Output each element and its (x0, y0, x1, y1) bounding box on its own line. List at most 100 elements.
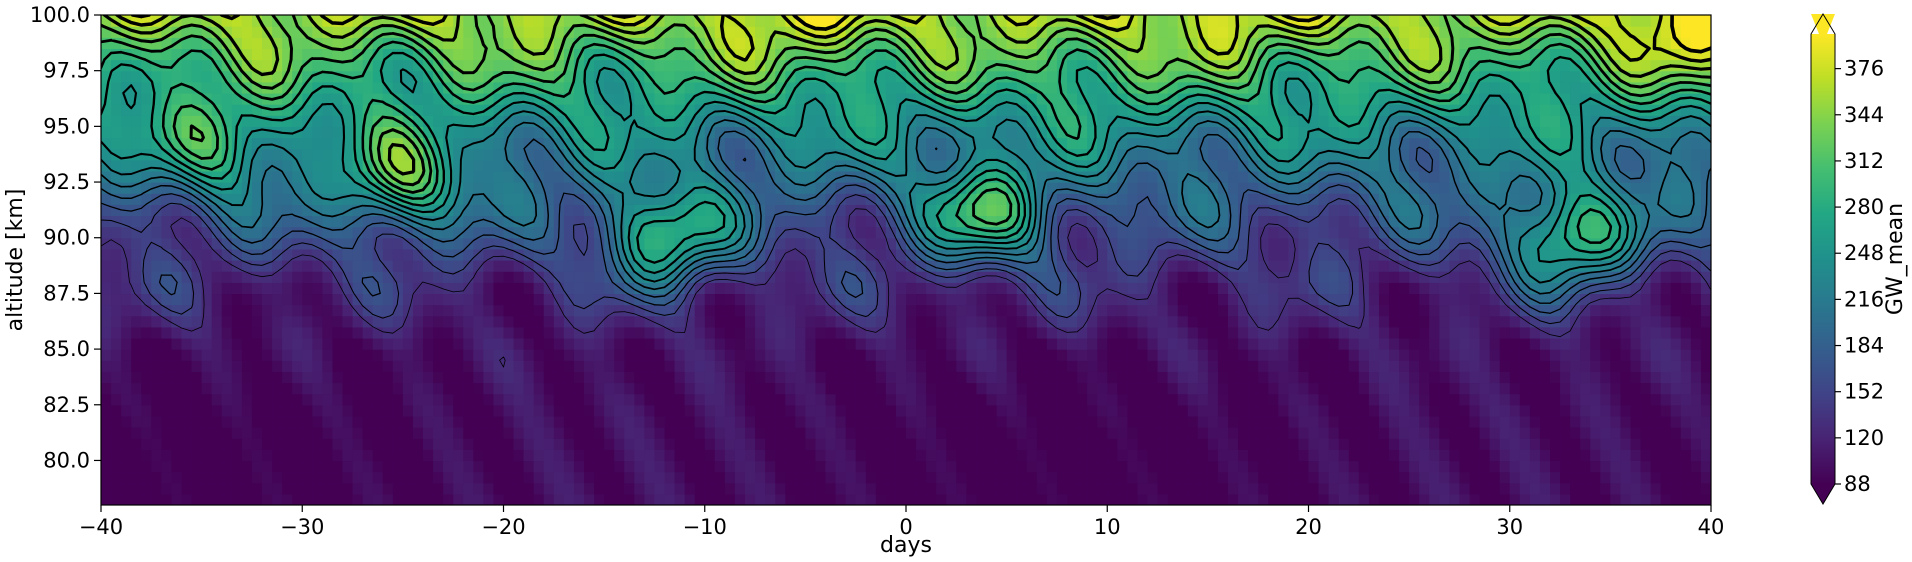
field-cell (1087, 226, 1098, 239)
field-cell (342, 193, 354, 205)
field-cell (815, 271, 827, 283)
field-cell (523, 493, 535, 505)
field-cell (1610, 493, 1622, 505)
field-cell (1519, 393, 1531, 406)
field-cell (423, 282, 434, 295)
field-cell (372, 226, 384, 239)
field-cell (241, 471, 253, 484)
field-cell (1167, 182, 1179, 194)
field-cell (483, 393, 495, 406)
field-cell (875, 159, 887, 172)
field-cell (1238, 326, 1249, 339)
field-cell (1368, 271, 1380, 283)
field-cell (664, 404, 676, 417)
field-cell (1409, 315, 1420, 328)
field-cell (966, 282, 978, 295)
field-cell (614, 204, 625, 217)
field-cell (966, 415, 978, 428)
field-cell (272, 148, 283, 161)
field-cell (1207, 438, 1219, 450)
field-cell (1640, 360, 1652, 372)
field-cell (1258, 360, 1269, 372)
field-cell (1378, 260, 1390, 272)
field-cell (815, 427, 827, 439)
field-cell (573, 260, 585, 272)
field-cell (543, 237, 555, 250)
field-cell (785, 271, 796, 283)
field-cell (1107, 215, 1118, 228)
field-cell (1067, 215, 1078, 228)
field-cell (563, 393, 575, 406)
field-cell (1348, 404, 1360, 417)
field-cell (1429, 493, 1440, 505)
field-cell (1358, 404, 1370, 417)
field-cell (835, 349, 847, 361)
field-cell (1328, 304, 1340, 317)
field-cell (1550, 493, 1561, 505)
field-cell (1660, 315, 1672, 328)
field-cell (906, 371, 917, 384)
field-cell (493, 460, 505, 473)
field-cell (1630, 271, 1642, 283)
field-cell (543, 493, 555, 505)
field-cell (795, 215, 806, 228)
field-cell (1419, 393, 1430, 406)
field-cell (362, 260, 374, 272)
field-cell (584, 493, 595, 505)
field-cell (191, 248, 203, 261)
field-cell (1580, 215, 1591, 228)
field-cell (1399, 271, 1410, 283)
field-cell (835, 415, 847, 428)
field-cell (1550, 427, 1561, 439)
field-cell (1268, 237, 1279, 250)
field-cell (1570, 460, 1581, 473)
field-cell (654, 170, 666, 183)
field-cell (1056, 193, 1068, 205)
field-cell (956, 349, 967, 361)
field-cell (1318, 315, 1330, 328)
field-cell (1429, 349, 1440, 361)
field-cell (745, 182, 756, 194)
field-cell (251, 493, 263, 505)
field-cell (785, 182, 796, 194)
field-cell (1238, 493, 1249, 505)
field-cell (765, 382, 776, 395)
field-cell (1077, 226, 1088, 239)
field-cell (1197, 170, 1209, 183)
field-cell (463, 460, 474, 473)
field-cell (936, 326, 947, 339)
field-cell (1389, 427, 1400, 439)
field-cell (1006, 404, 1018, 417)
field-cell (1489, 304, 1501, 317)
field-cell (986, 460, 998, 473)
field-cell (1539, 371, 1551, 384)
field-cell (956, 226, 967, 239)
field-cell (1469, 204, 1481, 217)
field-cell (1087, 315, 1098, 328)
field-cell (845, 248, 857, 261)
field-cell (865, 382, 877, 395)
field-cell (1640, 404, 1652, 417)
field-cell (855, 438, 867, 450)
field-cell (1217, 215, 1229, 228)
field-cell (111, 226, 122, 239)
field-cell (1449, 471, 1461, 484)
field-cell (1318, 382, 1330, 395)
field-cell (1298, 415, 1310, 428)
field-cell (1650, 170, 1662, 183)
field-cell (1137, 460, 1149, 473)
field-cell (352, 449, 364, 462)
field-cell (1660, 493, 1672, 505)
field-cell (1368, 293, 1380, 306)
field-cell (573, 460, 585, 473)
field-cell (855, 482, 867, 495)
field-cell (654, 493, 666, 505)
field-cell (1167, 260, 1179, 272)
field-cell (1660, 237, 1672, 250)
field-cell (1469, 438, 1481, 450)
field-cell (835, 248, 847, 261)
field-cell (211, 148, 223, 161)
field-cell (121, 248, 132, 261)
field-cell (463, 315, 474, 328)
field-cell (1097, 215, 1108, 228)
